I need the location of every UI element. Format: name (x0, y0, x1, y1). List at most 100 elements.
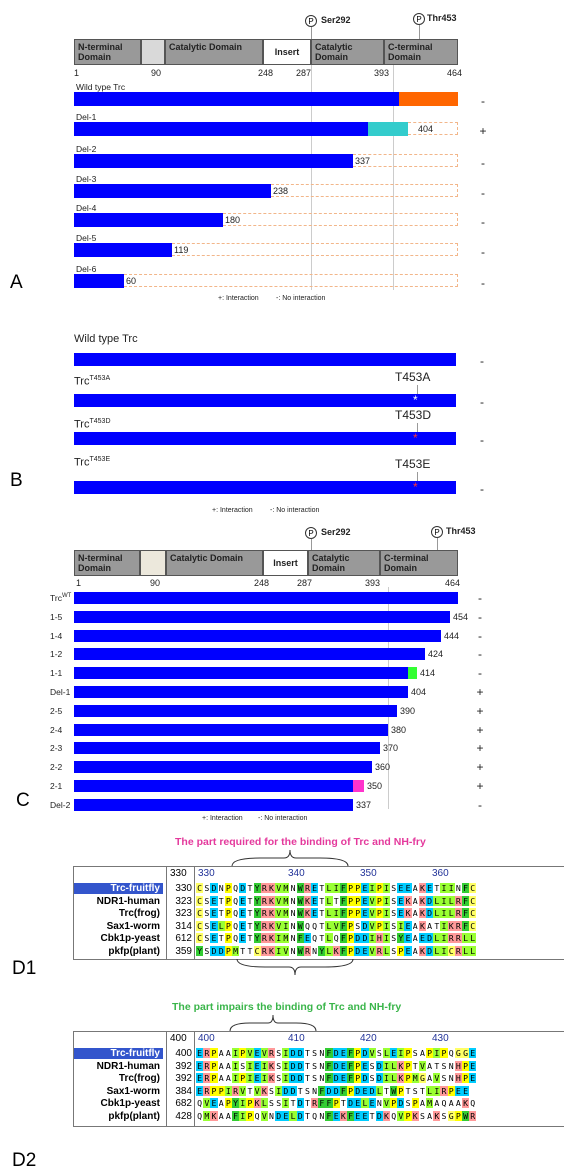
d2-residue: I (239, 1098, 247, 1108)
panel-a-end-label: 238 (273, 186, 289, 196)
d1-residue: I (440, 895, 448, 906)
d1-residue: P (346, 933, 355, 943)
d1-residue: K (404, 908, 412, 918)
d1-residue: L (325, 895, 333, 906)
panel-a-deleted-region (271, 184, 458, 197)
d2-residue: P (390, 1098, 398, 1108)
d2-residue: I (231, 1048, 240, 1058)
d1-residue: E (361, 895, 369, 906)
panel-c-bar (74, 630, 441, 642)
d1-residue: L (325, 920, 333, 931)
panel-a-row-label: Del-4 (76, 203, 97, 213)
d1-residue: E (210, 908, 218, 918)
d1-residue: A (411, 945, 419, 956)
d2-residue: E (461, 1085, 470, 1096)
d2-residue: E (339, 1048, 347, 1058)
d1-residue: R (375, 945, 383, 956)
d2-residue: F (346, 1073, 355, 1083)
panel-c-row-label: 2-4 (50, 725, 62, 735)
d1-residue: K (418, 920, 426, 931)
d1-residue: E (361, 908, 369, 918)
d1-residue: Y (253, 883, 261, 893)
d1-residue: S (390, 933, 398, 943)
d1-residue: P (346, 920, 355, 931)
d1-residue: F (461, 920, 470, 931)
panel-c-end-label: 404 (411, 687, 427, 697)
d1-residue: W (296, 920, 304, 931)
panel-c-result: - (478, 591, 482, 605)
d2-residue: D (289, 1048, 297, 1058)
d1-residue: F (339, 945, 347, 956)
d2-residue: E (253, 1073, 261, 1083)
d1-species-name: pkfp(plant) (108, 945, 160, 957)
d1-species-name: Trc(frog) (118, 908, 160, 919)
d1-residue: K (303, 895, 311, 906)
phospho-circle-ser292-c: P (305, 527, 317, 539)
d1-residue: L (325, 945, 333, 956)
d1-residue: Q (231, 908, 240, 918)
d1-species-name: NDR1-human (96, 895, 160, 907)
panel-a-result: - (481, 276, 485, 290)
d1-residue: W (296, 895, 304, 906)
d1-residue: S (354, 920, 362, 931)
d2-residue: I (382, 1060, 391, 1071)
d1-title: The part required for the binding of Trc… (175, 836, 426, 848)
d2-residue: M (203, 1110, 211, 1121)
d1-residue: F (339, 883, 347, 893)
d2-residue: E (361, 1085, 369, 1096)
d1-residue: D (354, 945, 362, 956)
d2-residue: D (375, 1073, 383, 1083)
d2-residue: P (404, 1073, 412, 1083)
panel-a-result: - (481, 94, 485, 108)
d1-residue: C (469, 883, 477, 893)
d1-residue: E (210, 920, 218, 931)
d2-residue: Q (390, 1110, 398, 1121)
d1-residue: F (461, 895, 470, 906)
d1-residue: N (217, 883, 225, 893)
d1-residue: R (260, 933, 268, 943)
d1-bottom-brace (236, 958, 354, 976)
d1-start-number: 330 (175, 883, 192, 894)
d1-residue: Y (196, 945, 204, 956)
thr453-tick (419, 25, 420, 39)
panel-a-row-label: Wild type Trc (76, 82, 126, 92)
d1-residue: N (311, 945, 319, 956)
pos-90-c: 90 (150, 578, 161, 588)
d1-residue: C (469, 895, 477, 906)
d2-residue: N (447, 1073, 455, 1083)
d1-residue: P (224, 883, 232, 893)
d2-ruler-label: 430 (432, 1033, 449, 1044)
d2-residue: E (354, 1098, 362, 1108)
d1-residue: Y (253, 933, 261, 943)
d2-residue: P (346, 1085, 355, 1096)
d1-residue: E (210, 895, 218, 906)
d1-residue: C (469, 908, 477, 918)
d1-residue: V (368, 945, 376, 956)
panel-c-row-label: 1-1 (50, 668, 62, 678)
d1-residue: P (224, 920, 232, 931)
d2-residue: D (296, 1110, 304, 1121)
d2-residue: I (246, 1060, 254, 1071)
d1-residue: L (325, 883, 333, 893)
d2-residue: S (239, 1060, 247, 1071)
d1-residue: P (375, 883, 383, 893)
panel-a-bar (74, 213, 223, 227)
d1-residue: I (382, 908, 391, 918)
panel-c-row-label: 1-2 (50, 649, 62, 659)
panel-c-result: + (476, 704, 484, 718)
d2-residue: P (210, 1073, 218, 1083)
d2-residue: G (461, 1048, 470, 1058)
d2-residue: I (231, 1073, 240, 1083)
phospho-circle-ser292: P (305, 15, 317, 27)
d1-residue: E (311, 895, 319, 906)
d2-residue: D (289, 1073, 297, 1083)
panel-c-end-label: 370 (383, 743, 399, 753)
d2-residue: P (239, 1073, 247, 1083)
d2-residue: S (311, 1073, 319, 1083)
d2-residue: S (275, 1073, 283, 1083)
d1-residue: K (404, 895, 412, 906)
d2-residue: P (332, 1098, 340, 1108)
panel-c-legend-plus: +: Interaction (202, 815, 243, 822)
catalytic-domain-2: Catalytic Domain (311, 39, 384, 65)
